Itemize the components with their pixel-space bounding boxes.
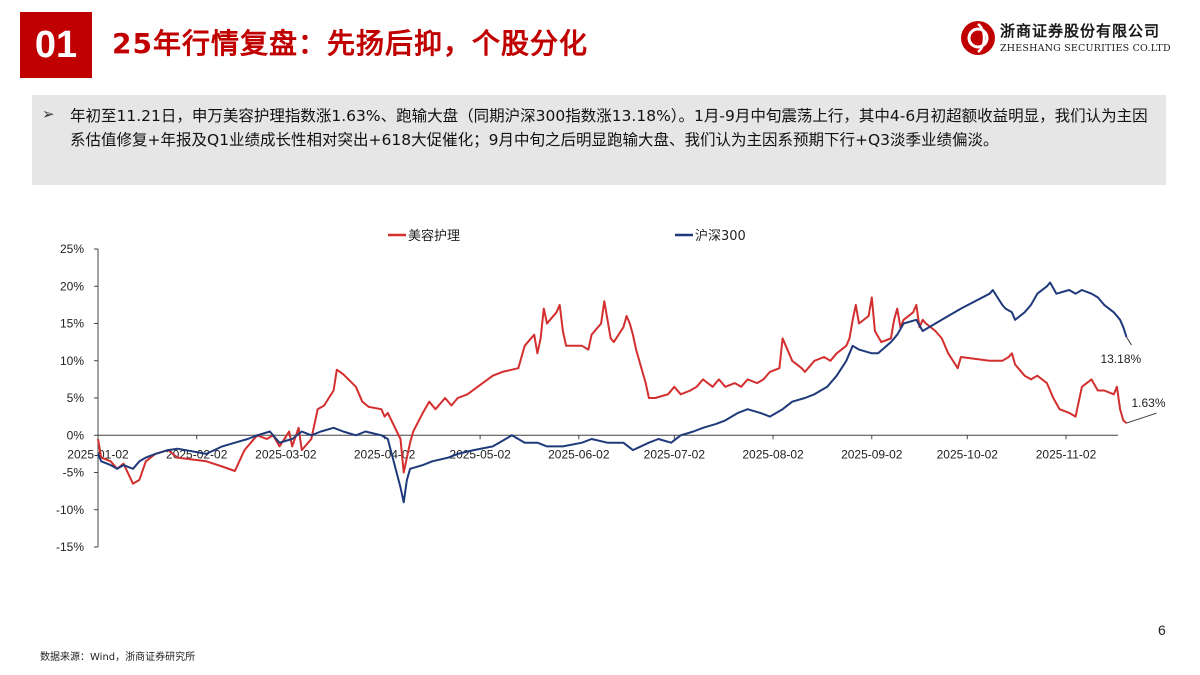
x-tick-label: 2025-03-02 — [255, 447, 317, 461]
x-tick-label: 2025-04-02 — [354, 447, 416, 461]
y-tick-label: 5% — [67, 391, 85, 405]
y-tick-label: 25% — [60, 242, 84, 256]
performance-line-chart: 25%20%15%10%5%0%-5%-10%-15%2025-01-02 202… — [56, 228, 1166, 554]
company-name-en: ZHESHANG SECURITIES CO.LTD — [1000, 43, 1171, 54]
y-tick-label: 0% — [67, 428, 85, 442]
end-label-leader — [1126, 336, 1132, 346]
legend-label: 沪深300 — [695, 228, 746, 244]
x-tick-label: 2025-07-02 — [644, 447, 706, 461]
company-logo: 浙商证券股份有限公司 ZHESHANG SECURITIES CO.LTD — [960, 14, 1180, 62]
arrow-bullet-icon: ➢ — [42, 105, 55, 123]
y-tick-label: 15% — [60, 317, 84, 331]
y-tick-label: -5% — [63, 466, 85, 480]
page-title: 25年行情复盘：先扬后抑，个股分化 — [112, 27, 588, 60]
y-tick-label: 10% — [60, 354, 84, 368]
x-tick-label: 2025-06-02 — [548, 447, 610, 461]
y-tick-label: -10% — [56, 503, 84, 517]
y-tick-label: 20% — [60, 279, 84, 293]
legend-label: 美容护理 — [408, 228, 460, 244]
summary-text: 年初至11.21日，申万美容护理指数涨1.63%、跑输大盘（同期沪深300指数涨… — [70, 107, 1148, 149]
series-line — [97, 281, 1128, 504]
x-tick-label: 2025-09-02 — [841, 447, 903, 461]
x-tick-label: 2025-11-02 — [1036, 447, 1097, 461]
end-value-label: 1.63% — [1132, 396, 1166, 410]
x-tick-label: 2025-05-02 — [449, 447, 511, 461]
x-tick-label: 2025-08-02 — [742, 447, 804, 461]
summary-box: ➢ 年初至11.21日，申万美容护理指数涨1.63%、跑输大盘（同期沪深300指… — [32, 95, 1166, 185]
y-tick-label: -15% — [56, 540, 84, 554]
company-name-cn: 浙商证券股份有限公司 — [1000, 22, 1161, 40]
end-label-leader — [1126, 412, 1157, 424]
data-source-note: 数据来源：Wind，浙商证券研究所 — [40, 652, 196, 663]
page-number: 6 — [1158, 622, 1166, 638]
series-line — [97, 296, 1128, 485]
section-number-badge: 01 — [20, 12, 92, 78]
end-value-label: 13.18% — [1101, 352, 1142, 366]
x-tick-label: 2025-10-02 — [937, 447, 999, 461]
company-logo-icon — [961, 21, 995, 55]
